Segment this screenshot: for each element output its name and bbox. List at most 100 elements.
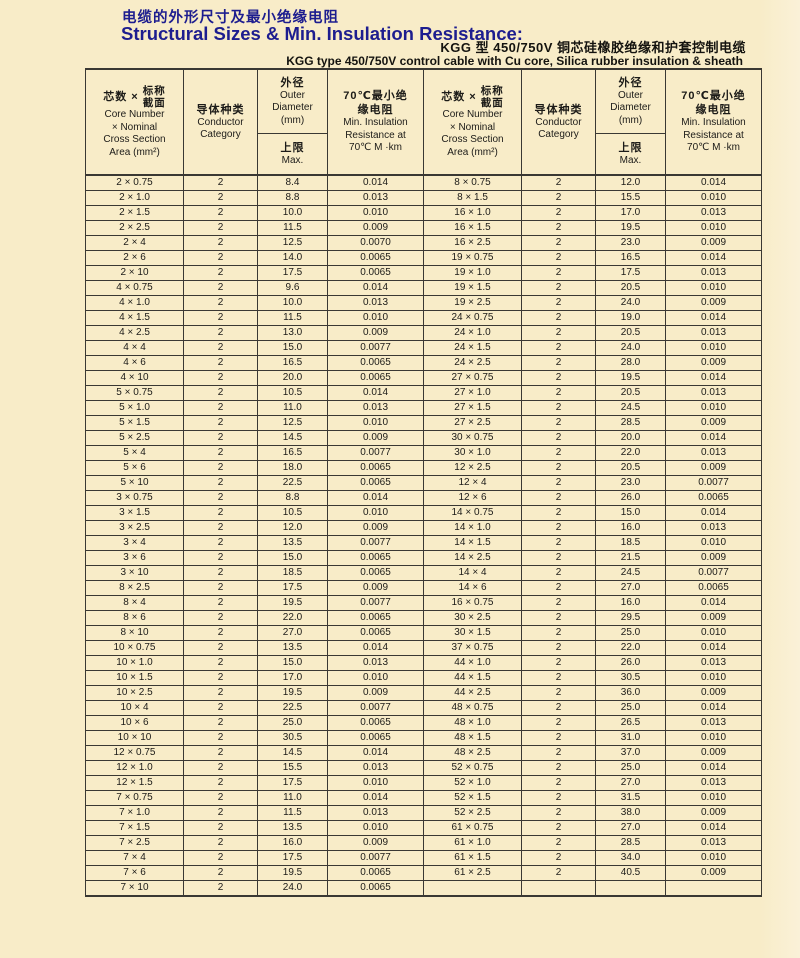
table-cell: 2 xyxy=(521,790,596,806)
table-cell: 0.010 xyxy=(665,730,762,746)
table-row: 48 × 0.75 2 25.0 0.014 xyxy=(423,700,762,716)
table-cell: 22.5 xyxy=(257,475,328,491)
table-cell: 19.5 xyxy=(257,685,328,701)
table-cell: 19.0 xyxy=(595,310,666,326)
header-insulation-resistance: 70℃最小绝 缘电阻 Min. Insulation Resistance at… xyxy=(327,68,424,176)
table-cell: 0.013 xyxy=(327,805,424,821)
table-cell: 28.0 xyxy=(595,355,666,371)
table-cell: 2 xyxy=(521,460,596,476)
table-cell: 0.010 xyxy=(327,670,424,686)
table-cell: 2 × 1.5 xyxy=(85,205,184,221)
header-od-en-line: Diameter xyxy=(610,102,651,113)
table-cell: 0.014 xyxy=(665,595,762,611)
header-od-en-line: (mm) xyxy=(280,114,305,126)
header-conductor-zh: 导体种类 xyxy=(196,103,245,116)
table-cell: 5 × 2.5 xyxy=(85,430,184,446)
table-cell: 2 xyxy=(521,685,596,701)
table-cell: 24 × 1.0 xyxy=(423,325,522,341)
table-cell: 18.5 xyxy=(257,565,328,581)
table-cell: 8 × 6 xyxy=(85,610,184,626)
table-row: 7 × 2.5 2 16.0 0.009 xyxy=(85,835,424,851)
table-cell: 0.0077 xyxy=(665,475,762,491)
table-row: 24 × 1.0 2 20.5 0.013 xyxy=(423,325,762,341)
table-cell: 0.014 xyxy=(665,820,762,836)
table-cell: 2 xyxy=(183,820,258,836)
table-cell: 7 × 1.0 xyxy=(85,805,184,821)
table-cell: 12 × 4 xyxy=(423,475,522,491)
table-cell: 21.5 xyxy=(595,550,666,566)
table-cell: 16 × 0.75 xyxy=(423,595,522,611)
table-cell: 17.5 xyxy=(257,265,328,281)
table-row: 16 × 1.0 2 17.0 0.013 xyxy=(423,205,762,221)
table-cell: 0.009 xyxy=(665,235,762,251)
table-row: 3 × 10 2 18.5 0.0065 xyxy=(85,565,424,581)
table-cell: 2 xyxy=(183,340,258,356)
table-cell: 0.010 xyxy=(665,625,762,641)
table-cell: 2 xyxy=(183,655,258,671)
table-cell: 2 xyxy=(183,174,258,191)
table-cell: 2 xyxy=(183,385,258,401)
table-row: 3 × 0.75 2 8.8 0.014 xyxy=(85,490,424,506)
header-outer-diameter: 外径 Outer Diameter (mm) xyxy=(257,68,328,134)
header-conductor-category: 导体种类 Conductor Category xyxy=(521,68,596,176)
table-cell: 2 xyxy=(521,505,596,521)
table-row: 14 × 1.0 2 16.0 0.013 xyxy=(423,520,762,536)
table-cell: 2 xyxy=(183,610,258,626)
subtitle-en: KGG type 450/750V control cable with Cu … xyxy=(286,54,743,68)
table-row: 30 × 0.75 2 20.0 0.014 xyxy=(423,430,762,446)
table-cell: 2 xyxy=(183,205,258,221)
table-row: 19 × 1.5 2 20.5 0.010 xyxy=(423,280,762,296)
table-cell: 11.0 xyxy=(257,790,328,806)
table-cell: 0.010 xyxy=(327,820,424,836)
table-cell: 2 xyxy=(183,880,258,897)
table-cell: 48 × 1.5 xyxy=(423,730,522,746)
header-od-zh: 外径 xyxy=(280,76,305,89)
spec-table-wrap: 芯数 × 标称 截面 Core Number × Nominal Cross Se… xyxy=(85,68,762,897)
table-cell: 5 × 1.5 xyxy=(85,415,184,431)
table-cell: 3 × 10 xyxy=(85,565,184,581)
table-cell: 17.5 xyxy=(257,580,328,596)
table-row: 10 × 1.0 2 15.0 0.013 xyxy=(85,655,424,671)
table-cell: 2 xyxy=(183,460,258,476)
table-cell: 27 × 1.5 xyxy=(423,400,522,416)
header-conductor-category: 导体种类 Conductor Category xyxy=(183,68,258,176)
table-cell: 2 xyxy=(183,325,258,341)
header-core-size-zh: 芯数 × 标称 截面 xyxy=(425,85,521,109)
header-od-en-line: Outer xyxy=(279,89,305,101)
table-cell: 14 × 1.5 xyxy=(423,535,522,551)
table-cell: 12.0 xyxy=(595,174,666,191)
table-cell: 0.0070 xyxy=(327,235,424,251)
table-cell: 44 × 1.5 xyxy=(423,670,522,686)
table-cell: 7 × 2.5 xyxy=(85,835,184,851)
table-cell: 2 xyxy=(521,220,596,236)
table-cell: 30.5 xyxy=(257,730,328,746)
table-cell: 0.013 xyxy=(665,520,762,536)
table-cell: 2 × 0.75 xyxy=(85,174,184,191)
table-cell: 2 xyxy=(521,655,596,671)
table-cell: 2 xyxy=(521,745,596,761)
table-cell: 27.0 xyxy=(257,625,328,641)
table-cell: 24 × 1.5 xyxy=(423,340,522,356)
header-od-en-line: Diameter xyxy=(272,102,313,113)
table-row: 19 × 0.75 2 16.5 0.014 xyxy=(423,250,762,266)
table-cell: 11.0 xyxy=(257,400,328,416)
table-row: 61 × 1.0 2 28.5 0.013 xyxy=(423,835,762,851)
table-cell: 52 × 1.0 xyxy=(423,775,522,791)
table-cell: 0.013 xyxy=(327,760,424,776)
table-cell: 44 × 1.0 xyxy=(423,655,522,671)
table-row: 4 × 10 2 20.0 0.0065 xyxy=(85,370,424,386)
table-row: 2 × 10 2 17.5 0.0065 xyxy=(85,265,424,281)
table-cell: 44 × 2.5 xyxy=(423,685,522,701)
table-cell: 24.5 xyxy=(595,400,666,416)
table-row: 61 × 0.75 2 27.0 0.014 xyxy=(423,820,762,836)
table-cell: 0.010 xyxy=(327,415,424,431)
table-cell: 0.009 xyxy=(327,835,424,851)
table-cell: 2 xyxy=(521,355,596,371)
table-cell: 2 xyxy=(183,745,258,761)
table-cell: 0.013 xyxy=(665,835,762,851)
table-cell: 2 xyxy=(183,445,258,461)
table-cell: 0.0077 xyxy=(327,595,424,611)
table-row: 4 × 2.5 2 13.0 0.009 xyxy=(85,325,424,341)
table-cell: 10 × 6 xyxy=(85,715,184,731)
page-title-zh: 电缆的外形尺寸及最小绝缘电阻 xyxy=(122,10,339,26)
